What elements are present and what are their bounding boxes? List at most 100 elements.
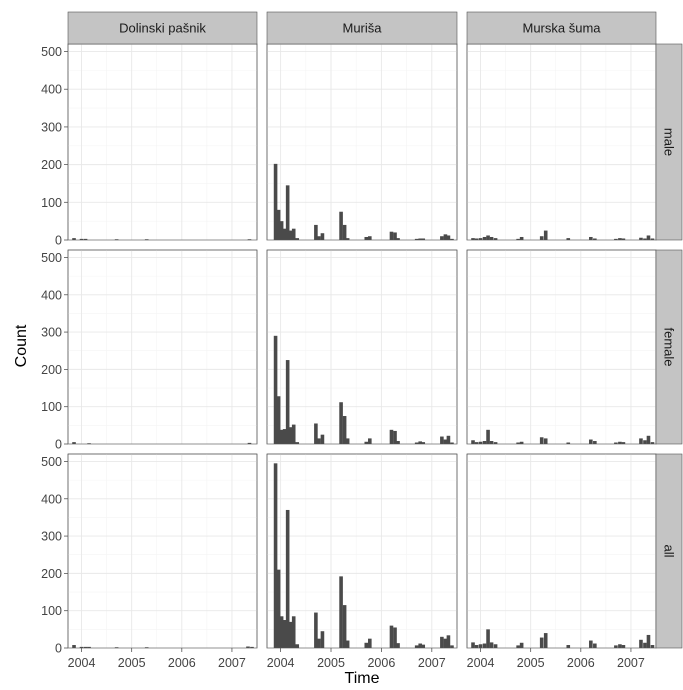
bar [478, 238, 483, 240]
panel-border [266, 249, 458, 445]
bar [291, 424, 296, 444]
facet-strip-row [655, 249, 683, 445]
bar [414, 442, 419, 444]
panel-dolinski-pašnik-female [67, 249, 258, 445]
facet-strip-column [67, 11, 258, 45]
x-tick-label: 2006 [168, 656, 196, 670]
bar [79, 238, 84, 240]
bar [519, 642, 524, 648]
panel-border [266, 453, 458, 649]
y-tick-label: 100 [41, 196, 62, 210]
x-tick-label: 2006 [367, 656, 395, 670]
bar [72, 645, 76, 648]
bar [471, 440, 475, 444]
bar [646, 235, 651, 240]
y-tick-label: 500 [41, 251, 62, 265]
bar [589, 439, 593, 444]
bar [446, 235, 451, 240]
bar [414, 238, 419, 240]
bar [593, 643, 597, 648]
facet-strip-row [655, 43, 683, 241]
bar [342, 605, 347, 648]
bar [288, 427, 293, 444]
facet-label-column: Murska šuma [522, 21, 601, 36]
bar [614, 238, 618, 240]
bar [339, 211, 343, 240]
bar [339, 402, 343, 444]
bar [247, 239, 252, 241]
bar [364, 441, 369, 444]
bar [282, 429, 287, 444]
bar [114, 239, 119, 241]
bar [368, 236, 372, 240]
bar [279, 616, 284, 648]
y-tick-label: 100 [41, 400, 62, 414]
bar [396, 238, 400, 240]
bar [317, 638, 321, 648]
bar [276, 209, 281, 240]
bar [646, 435, 651, 444]
bar [389, 625, 394, 648]
bar [144, 647, 149, 649]
x-tick-label: 2004 [467, 656, 495, 670]
bar [291, 228, 296, 240]
facet-strip-row [655, 453, 683, 649]
y-tick-label: 400 [41, 83, 62, 97]
x-tick-label: 2007 [617, 656, 645, 670]
bar [273, 463, 278, 648]
bar [450, 442, 454, 444]
bar [618, 644, 622, 648]
bar [273, 335, 278, 444]
bar [621, 442, 626, 444]
bar [566, 645, 571, 648]
panel-murska-šuma-male [466, 43, 657, 241]
bar [471, 642, 475, 648]
bar [486, 235, 490, 240]
bar [593, 441, 597, 444]
bar [393, 430, 397, 444]
bar [474, 442, 479, 444]
bar [440, 236, 444, 240]
bar [543, 230, 548, 240]
bar [618, 441, 622, 444]
bar [421, 238, 426, 240]
bar [643, 642, 647, 648]
bar [639, 438, 643, 444]
bar [474, 645, 479, 648]
bar [320, 434, 325, 444]
panel-dolinski-pašnik-male [67, 43, 258, 241]
bar [276, 396, 281, 444]
bar [246, 646, 250, 648]
bar [493, 442, 498, 444]
bar [643, 238, 647, 240]
bar [489, 441, 494, 444]
bar [291, 616, 296, 648]
x-tick-label: 2004 [68, 656, 96, 670]
bar [418, 643, 423, 648]
bar [342, 224, 347, 240]
bar [345, 640, 350, 648]
facet-label-row: all [662, 544, 677, 557]
bar [389, 429, 394, 444]
bar [516, 238, 520, 240]
bar [516, 645, 520, 648]
bar [276, 569, 281, 648]
bar [543, 438, 548, 444]
bar [493, 644, 498, 648]
bar [614, 645, 618, 648]
panel-murska-šuma-all [466, 453, 657, 649]
x-tick-label: 2005 [317, 656, 345, 670]
x-tick-label: 2007 [218, 656, 246, 670]
bar [279, 221, 284, 240]
bar [519, 441, 524, 444]
bar [314, 612, 318, 648]
bar [393, 232, 397, 240]
bar [79, 646, 84, 648]
y-tick-label: 400 [41, 288, 62, 302]
bar [486, 629, 490, 648]
bar [396, 441, 400, 444]
bar [314, 224, 318, 240]
y-tick-label: 100 [41, 604, 62, 618]
bar [621, 645, 626, 648]
